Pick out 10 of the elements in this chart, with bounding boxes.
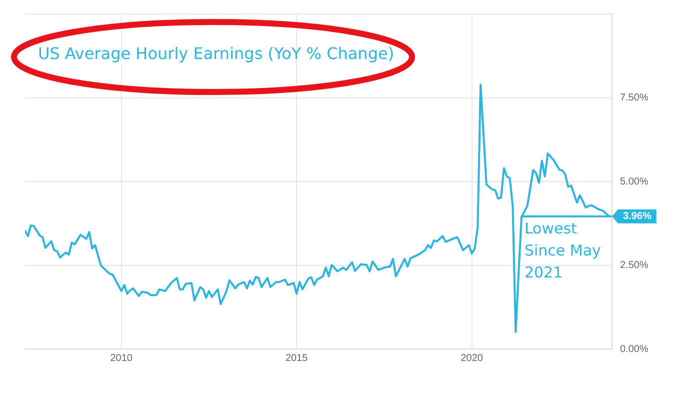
y-tick-label: 2.50% bbox=[620, 260, 648, 271]
y-tick-label: 5.00% bbox=[620, 176, 648, 188]
y-tick-label: 0.00% bbox=[620, 344, 648, 355]
x-tick-label: 2015 bbox=[285, 352, 308, 364]
ref-line-label: 3.96% bbox=[623, 211, 652, 222]
x-tick-label: 2010 bbox=[110, 352, 133, 364]
y-tick-label: 7.50% bbox=[620, 92, 648, 104]
x-tick-label: 2020 bbox=[460, 352, 484, 364]
text: US Average Hourly Earnings (YoY % Change) bbox=[36, 44, 396, 63]
annotation: Lowest Since May 2021 bbox=[524, 220, 602, 282]
